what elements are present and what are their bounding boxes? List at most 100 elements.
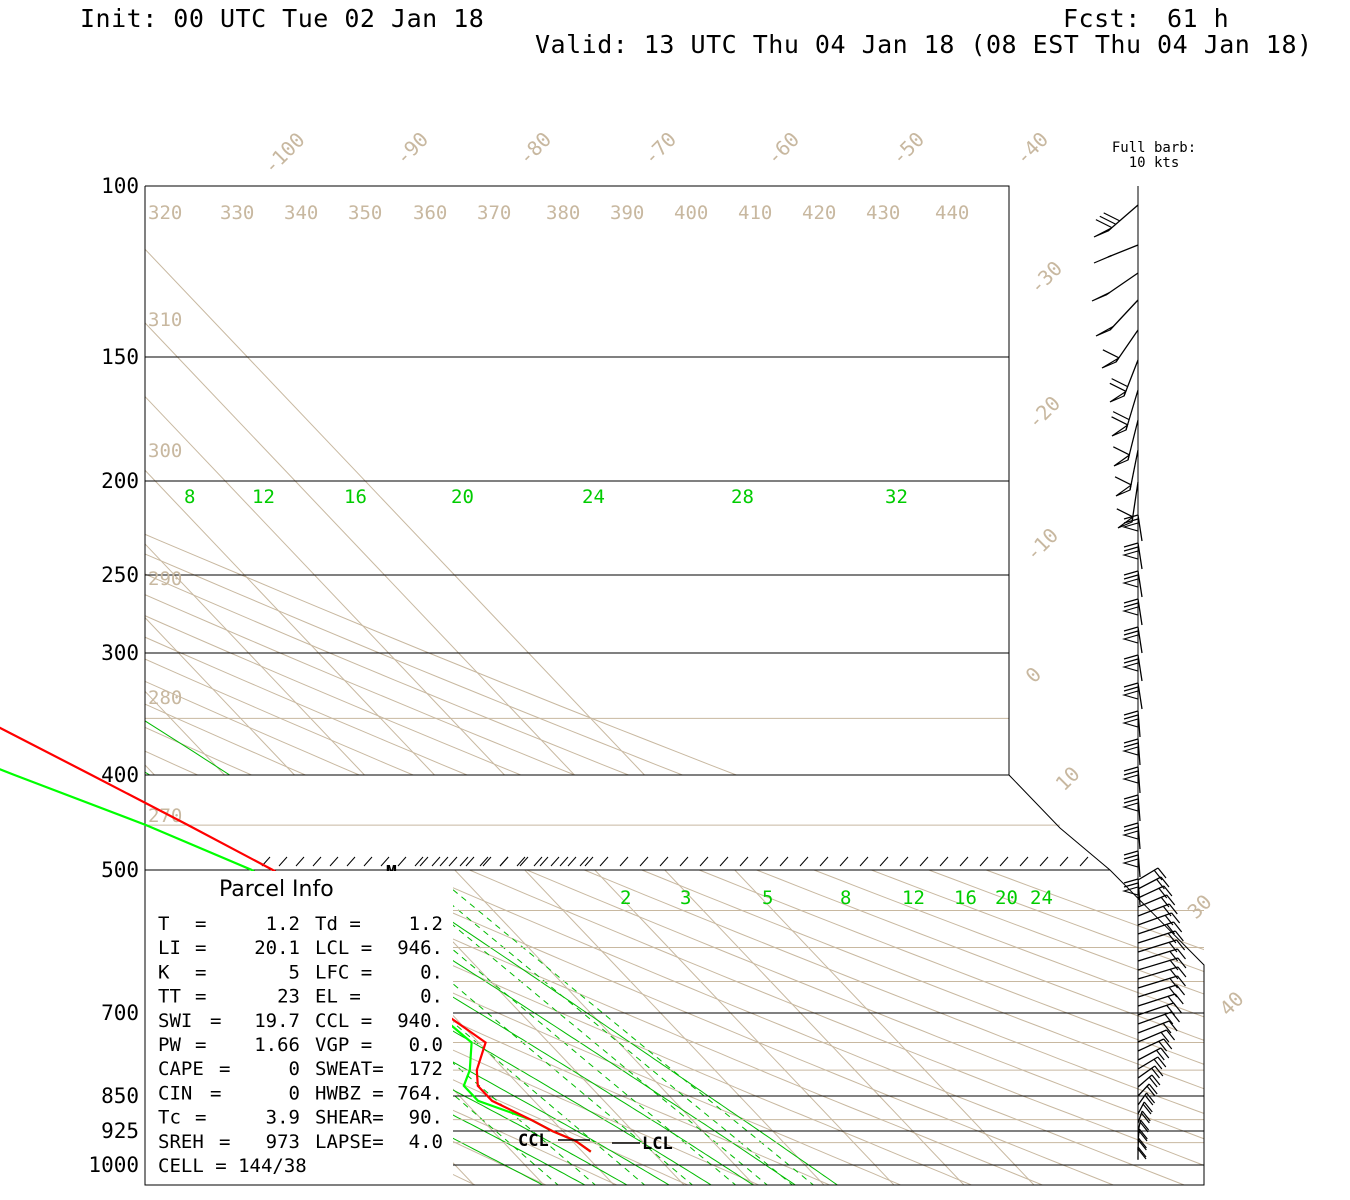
barb-shaft <box>1137 1002 1174 1016</box>
wind-barb <box>1121 710 1141 738</box>
wind-barb <box>1121 850 1141 878</box>
theta-label: 280 <box>148 687 182 709</box>
hatch-mark <box>839 856 849 867</box>
barb-flag <box>1099 215 1117 225</box>
barb-flag <box>1123 878 1139 884</box>
barb-shaft <box>1137 984 1177 998</box>
dry-adiabat <box>453 965 973 1185</box>
hatch-mark <box>699 856 709 867</box>
barb-shaft <box>1137 822 1141 850</box>
wind-barb <box>1111 389 1139 437</box>
barb-flag <box>1148 1076 1158 1088</box>
parcel-right-value: 0.0 <box>409 1034 443 1056</box>
isotherm <box>734 870 1035 1185</box>
barb-pennant <box>1113 453 1131 467</box>
hatch-mark <box>465 856 475 867</box>
hatch-mark <box>567 856 577 867</box>
hatch-mark <box>759 856 769 867</box>
barb-flag <box>1146 1085 1156 1097</box>
wind-barb <box>1116 481 1139 529</box>
moist-adiabat <box>453 996 755 1185</box>
parcel-left-value: 0 <box>289 1058 300 1080</box>
barb-shaft <box>1137 878 1141 906</box>
wind-barb <box>1137 1038 1173 1052</box>
barb-flag <box>1123 542 1139 548</box>
wind-barb <box>1121 878 1141 906</box>
profiles: CCL LCL <box>0 726 673 1154</box>
wind-barb <box>1109 359 1139 403</box>
parcel-right-value: 90. <box>409 1107 443 1129</box>
barb-shaft <box>1137 1038 1165 1052</box>
barb-shaft <box>1137 975 1178 989</box>
barb-flag <box>1123 654 1139 660</box>
barb-flag <box>1158 887 1168 899</box>
wind-barb <box>1121 570 1143 598</box>
barb-flag <box>1116 508 1134 518</box>
wind-barb <box>1121 626 1143 654</box>
barb-flag <box>1123 546 1139 552</box>
theta-label: 320 <box>148 202 182 224</box>
hatch-mark <box>397 856 407 867</box>
isotherm <box>0 120 68 1200</box>
mixing-ratio-label: 20 <box>451 486 474 508</box>
hatch-mark <box>431 856 441 867</box>
hatch-mark <box>1019 856 1029 867</box>
parcel-left-value: 1.2 <box>266 913 300 935</box>
ccl-label: CCL <box>518 1131 549 1151</box>
mixing-ratio-label: 16 <box>954 887 977 909</box>
isotherm <box>145 543 366 775</box>
barb-flag <box>1123 658 1139 664</box>
barb-flag <box>1168 986 1178 998</box>
hatch-mark <box>1039 856 1049 867</box>
barb-shaft <box>1137 894 1167 908</box>
isotherm-label: -60 <box>762 127 805 170</box>
hatch-mark <box>619 856 629 867</box>
barb-flag <box>1123 770 1139 776</box>
wind-barb <box>1137 984 1186 998</box>
hatch-mark <box>639 856 649 867</box>
barb-pennant <box>1091 291 1111 302</box>
barb-flag <box>1168 1020 1178 1032</box>
hatch-mark <box>719 856 729 867</box>
hatch-mark <box>579 856 589 867</box>
barb-flag <box>1171 912 1181 924</box>
wind-barb <box>1093 204 1139 238</box>
parcel-info-panel: Parcel Info T = 1.2 Td = 1.2 LI = 20.1 LCL = 946. K… <box>146 871 452 1184</box>
mixing-ratio-label: 12 <box>902 887 925 909</box>
barb-flag <box>1095 219 1113 229</box>
wind-barb <box>1137 1047 1170 1061</box>
barb-pennant <box>1111 423 1129 437</box>
barb-pennant <box>1121 830 1139 840</box>
parcel-right-label: HWBZ = <box>315 1082 384 1104</box>
barb-flag <box>1113 446 1130 456</box>
hatch-mark <box>1079 856 1089 867</box>
barb-shaft <box>1109 299 1139 331</box>
pressure-tick-label: 700 <box>101 1001 139 1025</box>
theta-label: 330 <box>220 202 254 224</box>
mixing-ratio-line <box>453 1021 646 1185</box>
theta-label: 360 <box>413 202 447 224</box>
mixing-ratio-line <box>453 905 794 1185</box>
barb-pennant <box>1121 634 1139 644</box>
hatch-mark <box>679 856 689 867</box>
barb-shaft <box>1105 272 1139 296</box>
hatch-mark <box>1059 856 1069 867</box>
barb-pennant <box>1121 578 1139 588</box>
wind-barb <box>1091 272 1139 302</box>
barb-shaft <box>1137 957 1179 971</box>
hatch-mark <box>550 856 560 867</box>
wind-barb <box>1095 299 1139 337</box>
wind-barb <box>1137 1119 1150 1133</box>
parcel-left-eq: = <box>210 1082 221 1104</box>
hatch-mark <box>414 856 424 867</box>
dry-adiabat <box>583 870 1204 1114</box>
hatch-mark <box>999 856 1009 867</box>
barb-flag <box>1169 950 1179 962</box>
dry-adiabat <box>453 912 1115 1185</box>
hatch-mark <box>380 856 390 867</box>
isotherm <box>453 1014 615 1185</box>
barb-flag <box>1123 518 1139 524</box>
parcel-right-value: 0. <box>420 986 443 1008</box>
pressure-tick-label: 200 <box>101 469 139 493</box>
